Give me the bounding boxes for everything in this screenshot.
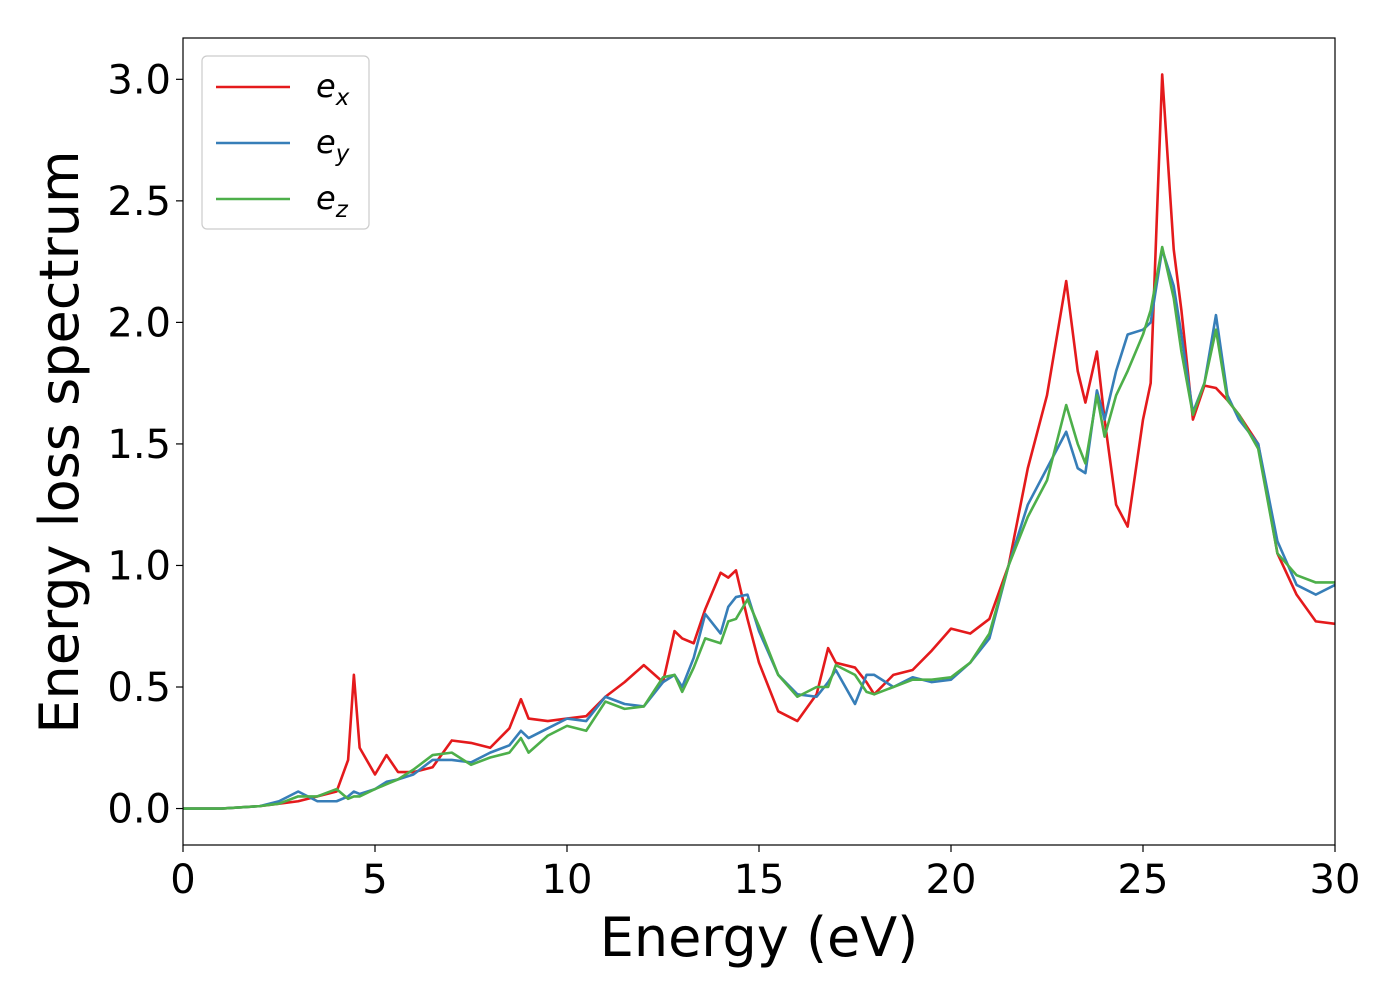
x-tick-label: 0 (170, 857, 195, 903)
y-tick-label: 0.5 (107, 665, 171, 711)
x-tick-label: 25 (1118, 857, 1169, 903)
x-tick-label: 30 (1310, 857, 1361, 903)
plot-frame (182, 37, 1336, 846)
legend-label: ey (316, 123, 350, 167)
y-tick-label: 0.0 (107, 787, 171, 833)
x-tick-label: 10 (542, 857, 593, 903)
y-tick-label: 2.0 (107, 300, 171, 346)
x-tick-label: 15 (734, 857, 785, 903)
x-axis-label: Energy (eV) (600, 906, 919, 969)
series-line (183, 73, 1336, 810)
y-tick-label: 1.0 (107, 543, 171, 589)
legend: ex ey ez (201, 55, 370, 230)
x-tick-label: 5 (362, 857, 387, 903)
x-tick-label: 20 (926, 857, 977, 903)
y-tick-label: 3.0 (107, 57, 171, 103)
y-tick-label: 2.5 (107, 179, 171, 225)
legend-label: ez (316, 179, 349, 223)
legend-label: ex (316, 67, 350, 111)
y-tick-label: 1.5 (107, 422, 171, 468)
y-axis-label: Energy loss spectrum (28, 150, 91, 733)
series-line (183, 245, 1335, 810)
